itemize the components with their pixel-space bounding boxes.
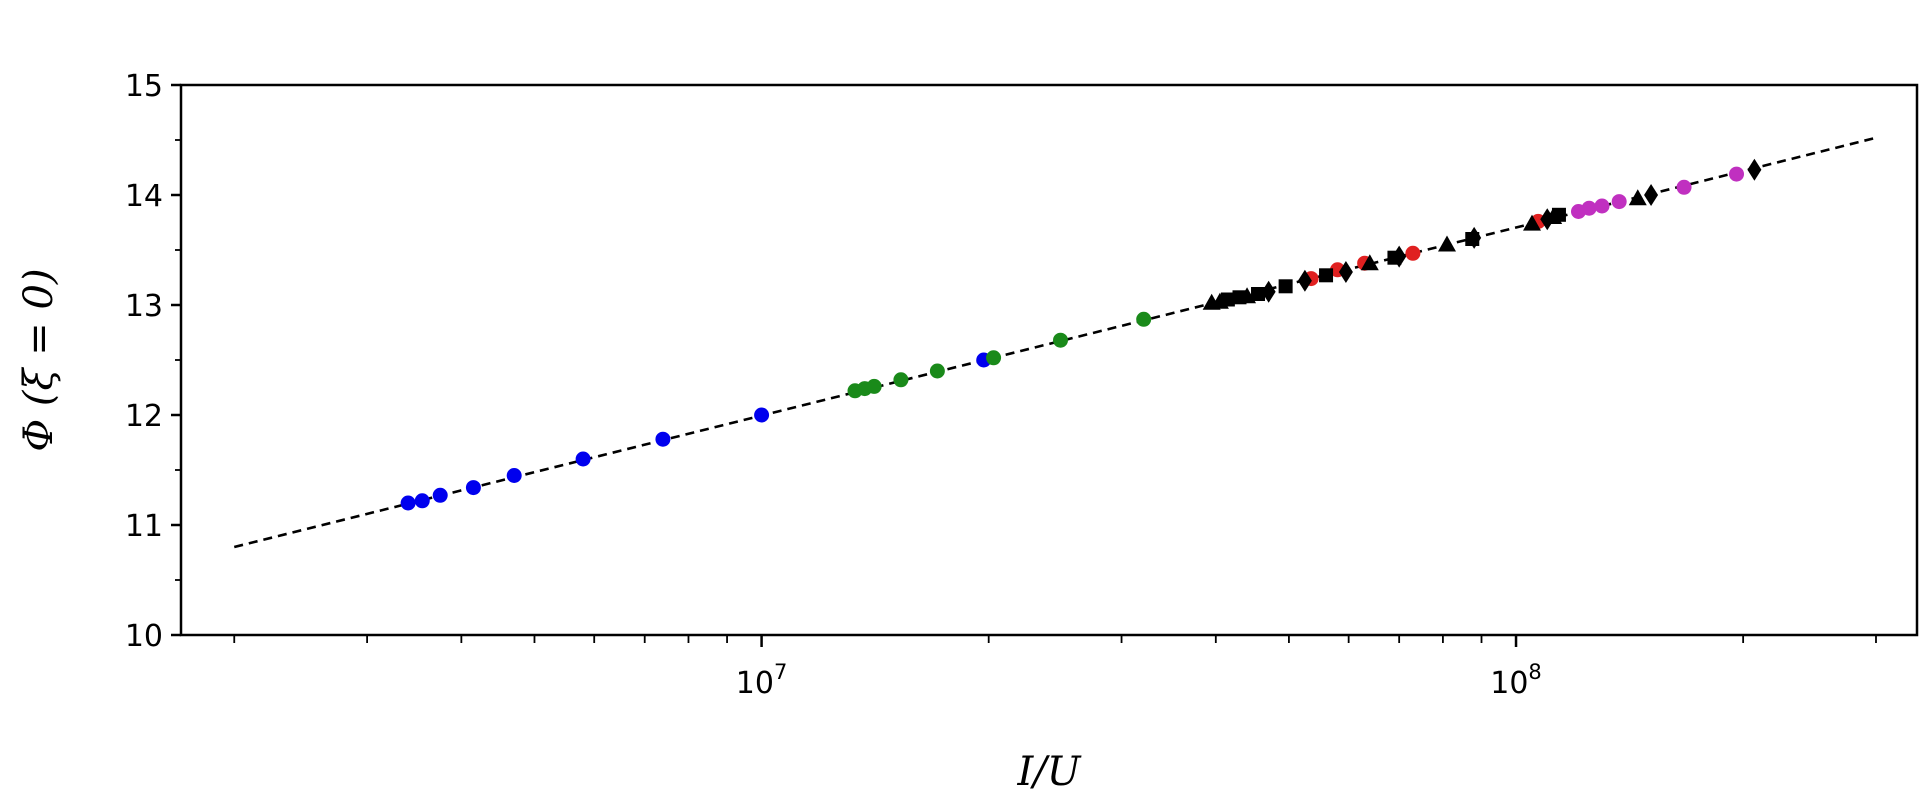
data-point-s0-0 [400,495,416,511]
data-point-s3-1 [1581,200,1597,216]
data-point-s2-3 [1405,245,1421,261]
data-point-s3-5 [1729,166,1745,182]
x-axis-label: I/U [1017,749,1082,795]
y-tick-label-4: 14 [125,179,163,214]
plot-frame [179,83,1919,637]
data-point-s0-7 [754,407,770,423]
data-point-s5-0 [1220,292,1235,307]
data-point-s5-7 [1551,207,1566,222]
data-point-s5-2 [1251,287,1266,301]
data-point-s4-7 [1628,189,1647,206]
x-tick-label-0: 107 [736,660,788,701]
data-point-s1-6 [1052,332,1068,348]
data-point-s4-5 [1523,214,1542,231]
y-tick-label-0: 10 [125,619,163,654]
y-tick-label-2: 12 [125,399,163,434]
x-tick-label-1: 108 [1490,660,1542,701]
axis-ticks: 10 11 12 13 14 15 107 108 [125,69,1877,701]
data-point-s6-7 [1747,158,1762,181]
data-point-s3-3 [1611,194,1627,210]
data-point-s3-4 [1676,179,1692,195]
data-point-s1-7 [1136,311,1152,327]
data-point-s6-0 [1261,280,1276,303]
data-point-s0-1 [414,493,430,509]
data-point-s1-2 [866,378,882,394]
data-point-s5-3 [1278,279,1293,294]
data-point-s5-4 [1319,268,1334,283]
data-point-s6-6 [1644,184,1659,206]
data-point-s0-4 [506,468,522,483]
data-point-s0-3 [465,480,481,496]
data-point-s0-2 [432,487,448,503]
y-axis-label: Φ (ξ = 0) [16,268,62,451]
data-point-s1-4 [929,363,945,379]
y-tick-label-5: 15 [125,69,163,104]
data-point-s6-5 [1540,208,1555,231]
data-point-s4-4 [1437,235,1456,252]
data-point-s1-3 [893,372,909,388]
data-point-s5-1 [1232,290,1247,305]
data-point-s6-2 [1338,261,1353,283]
data-point-s3-2 [1594,198,1610,214]
y-tick-label-1: 11 [125,509,163,544]
data-point-s6-1 [1297,269,1312,292]
data-point-s6-3 [1392,245,1407,268]
data-point-s6-4 [1467,226,1482,249]
y-tick-label-3: 13 [125,289,163,324]
data-point-s0-6 [655,431,671,447]
data-point-s1-5 [986,350,1002,366]
data-point-s0-5 [575,451,591,467]
plot-marks [233,136,1877,549]
data-point-s4-3 [1360,254,1379,271]
